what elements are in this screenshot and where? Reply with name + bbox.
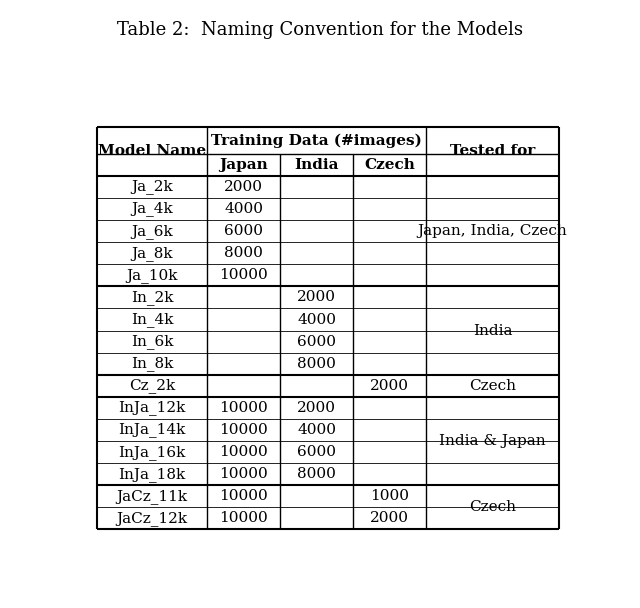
Text: Tested for: Tested for — [450, 144, 535, 158]
Text: Ja_10k: Ja_10k — [127, 268, 178, 283]
Text: 2000: 2000 — [297, 291, 336, 305]
Text: JaCz_12k: JaCz_12k — [116, 511, 188, 526]
Text: In_2k: In_2k — [131, 290, 173, 305]
Text: Czech: Czech — [469, 500, 516, 514]
Text: 10000: 10000 — [220, 489, 268, 503]
Text: 1000: 1000 — [371, 489, 410, 503]
Text: 10000: 10000 — [220, 401, 268, 415]
Text: Cz_2k: Cz_2k — [129, 378, 175, 393]
Text: Japan: Japan — [220, 158, 268, 172]
Text: Japan, India, Czech: Japan, India, Czech — [418, 224, 568, 238]
Text: 6000: 6000 — [224, 224, 263, 238]
Text: 4000: 4000 — [224, 202, 263, 216]
Text: Czech: Czech — [469, 379, 516, 393]
Text: 4000: 4000 — [297, 423, 336, 437]
Text: InJa_12k: InJa_12k — [118, 401, 186, 415]
Text: InJa_18k: InJa_18k — [118, 467, 186, 482]
Text: 10000: 10000 — [220, 511, 268, 525]
Text: Czech: Czech — [364, 158, 415, 172]
Text: InJa_16k: InJa_16k — [118, 444, 186, 460]
Text: 2000: 2000 — [297, 401, 336, 415]
Text: In_6k: In_6k — [131, 334, 173, 349]
Text: Table 2:  Naming Convention for the Models: Table 2: Naming Convention for the Model… — [117, 21, 523, 40]
Text: Ja_8k: Ja_8k — [131, 246, 173, 261]
Text: 2000: 2000 — [371, 379, 410, 393]
Text: Ja_4k: Ja_4k — [131, 202, 173, 216]
Text: Ja_2k: Ja_2k — [131, 179, 173, 195]
Text: 8000: 8000 — [224, 246, 263, 260]
Text: 2000: 2000 — [371, 511, 410, 525]
Text: 10000: 10000 — [220, 467, 268, 481]
Text: Model Name: Model Name — [98, 144, 206, 158]
Text: 4000: 4000 — [297, 313, 336, 326]
Text: Training Data (#images): Training Data (#images) — [211, 133, 422, 148]
Text: 6000: 6000 — [297, 445, 336, 459]
Text: India: India — [473, 323, 512, 337]
Text: India: India — [294, 158, 339, 172]
Text: 10000: 10000 — [220, 423, 268, 437]
Text: 8000: 8000 — [298, 467, 336, 481]
Text: 6000: 6000 — [297, 334, 336, 348]
Text: 10000: 10000 — [220, 445, 268, 459]
Text: Ja_6k: Ja_6k — [131, 224, 173, 238]
Text: 8000: 8000 — [298, 357, 336, 371]
Text: 10000: 10000 — [220, 268, 268, 282]
Text: In_4k: In_4k — [131, 312, 173, 327]
Text: InJa_14k: InJa_14k — [118, 423, 186, 437]
Text: India & Japan: India & Japan — [439, 434, 546, 448]
Text: JaCz_11k: JaCz_11k — [116, 489, 188, 503]
Text: In_8k: In_8k — [131, 356, 173, 371]
Text: 2000: 2000 — [224, 180, 263, 194]
